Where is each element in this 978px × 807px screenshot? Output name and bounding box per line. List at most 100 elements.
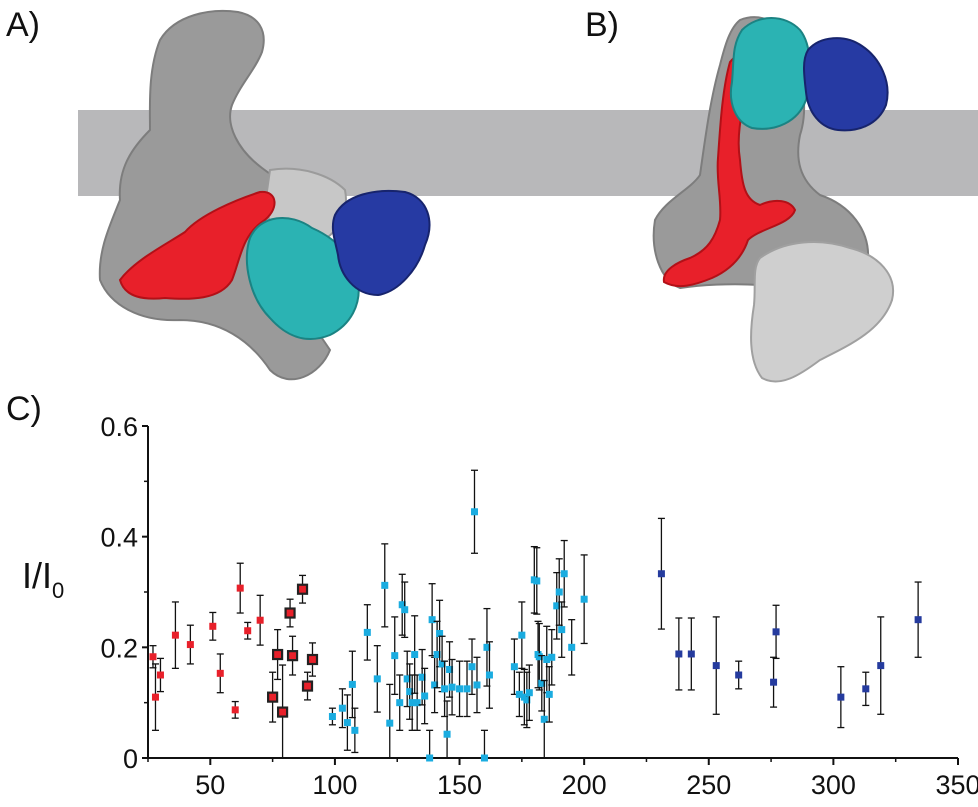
data-point bbox=[675, 650, 683, 658]
data-point bbox=[286, 650, 299, 662]
data-point bbox=[301, 680, 314, 692]
data-point bbox=[485, 671, 493, 679]
data-point bbox=[687, 650, 695, 658]
data-point bbox=[446, 665, 454, 673]
data-point bbox=[406, 688, 414, 696]
structure-b-red-domain bbox=[662, 52, 797, 288]
y-tick-label: 0.2 bbox=[100, 633, 138, 663]
data-point bbox=[456, 685, 464, 693]
data-point bbox=[396, 699, 404, 707]
data-point bbox=[151, 693, 159, 701]
data-point bbox=[186, 641, 194, 649]
structure-b bbox=[652, 16, 895, 383]
data-point bbox=[149, 653, 157, 661]
data-point bbox=[523, 696, 531, 704]
data-point bbox=[418, 673, 426, 681]
x-tick-label: 250 bbox=[686, 770, 731, 800]
data-point bbox=[256, 616, 264, 624]
panel-label-c: C) bbox=[6, 390, 42, 428]
panel-label-b: B) bbox=[585, 6, 619, 44]
data-point bbox=[468, 663, 476, 671]
data-point bbox=[236, 584, 244, 592]
x-tick-label: 150 bbox=[437, 770, 482, 800]
data-point bbox=[560, 570, 568, 578]
y-tick-label: 0 bbox=[123, 744, 138, 774]
y-axis-label-main: I/I bbox=[22, 555, 52, 596]
data-point bbox=[244, 627, 252, 635]
series-blue bbox=[657, 517, 922, 729]
data-point bbox=[470, 508, 478, 516]
data-point bbox=[381, 581, 389, 589]
data-point bbox=[914, 616, 922, 624]
data-point bbox=[426, 754, 434, 762]
data-point bbox=[284, 607, 296, 619]
data-point bbox=[403, 675, 411, 683]
data-point bbox=[438, 660, 446, 668]
data-point bbox=[580, 595, 588, 603]
data-point bbox=[480, 754, 488, 762]
data-point bbox=[553, 602, 561, 610]
x-tick-label: 300 bbox=[811, 770, 856, 800]
data-point bbox=[343, 719, 351, 727]
data-point bbox=[463, 685, 471, 693]
data-point bbox=[441, 685, 449, 693]
data-point bbox=[216, 669, 224, 677]
data-point bbox=[558, 626, 566, 634]
x-tick-label: 350 bbox=[935, 770, 978, 800]
structure-b-light-lobe bbox=[750, 241, 895, 383]
data-point bbox=[231, 706, 239, 714]
axes bbox=[142, 425, 959, 765]
data-point bbox=[408, 699, 416, 707]
x-tick-labels: 50 100 150 200 250 300 350 bbox=[195, 770, 978, 800]
data-point bbox=[538, 679, 546, 687]
y-tick-label: 0.4 bbox=[100, 523, 138, 553]
data-point bbox=[363, 628, 371, 636]
data-point bbox=[862, 685, 870, 693]
series-red-outlined bbox=[267, 574, 319, 759]
data-point bbox=[348, 680, 356, 688]
data-point bbox=[515, 690, 523, 698]
data-point bbox=[837, 693, 845, 701]
data-point bbox=[267, 691, 279, 703]
data-point bbox=[386, 719, 394, 727]
scatter-chart: 00.20.40.6 50 100 150 200 250 300 350 I/I0 bbox=[22, 412, 978, 800]
x-tick-label: 200 bbox=[562, 770, 607, 800]
data-point bbox=[401, 606, 409, 614]
data-point bbox=[533, 577, 541, 585]
data-point bbox=[171, 631, 179, 639]
data-point bbox=[296, 583, 309, 595]
data-point bbox=[548, 653, 556, 661]
data-point bbox=[373, 675, 381, 683]
data-point bbox=[525, 689, 533, 697]
data-point bbox=[770, 678, 778, 686]
data-point bbox=[413, 699, 421, 707]
data-point bbox=[568, 643, 576, 651]
data-point bbox=[351, 726, 359, 734]
data-point bbox=[391, 652, 399, 660]
data-point bbox=[518, 631, 526, 639]
data-point bbox=[510, 663, 518, 671]
data-point bbox=[712, 662, 720, 670]
data-point bbox=[421, 692, 429, 700]
data-point bbox=[473, 681, 481, 689]
data-point bbox=[535, 653, 543, 661]
data-point bbox=[877, 662, 885, 670]
protein-structures bbox=[78, 9, 978, 383]
structure-a bbox=[98, 9, 431, 381]
data-point bbox=[431, 681, 439, 689]
panel-label-a: A) bbox=[6, 6, 40, 44]
data-points bbox=[149, 469, 922, 762]
data-point bbox=[433, 651, 441, 659]
data-point bbox=[306, 653, 319, 666]
structure-b-blue-domain bbox=[803, 37, 889, 132]
y-axis-label: I/I0 bbox=[22, 555, 64, 603]
data-point bbox=[543, 656, 551, 664]
y-tick-label: 0.6 bbox=[100, 412, 138, 442]
structure-a-blue-domain bbox=[331, 189, 431, 297]
data-point bbox=[209, 622, 217, 630]
data-point bbox=[272, 648, 284, 661]
data-point bbox=[276, 706, 289, 718]
data-point bbox=[436, 630, 444, 637]
data-point bbox=[772, 628, 780, 636]
